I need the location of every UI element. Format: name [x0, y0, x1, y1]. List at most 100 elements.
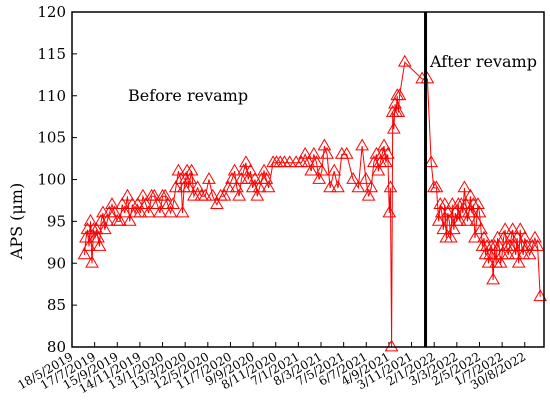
- y-tick-label: 80: [47, 338, 66, 356]
- y-tick-label: 95: [47, 212, 66, 230]
- aps-data-point: [298, 146, 313, 159]
- aps-data-point: [107, 205, 122, 218]
- aps-data-point: [158, 188, 173, 201]
- aps-data-point: [113, 213, 127, 226]
- aps-data-point: [431, 213, 446, 226]
- y-tick-label: 115: [37, 45, 66, 63]
- y-tick-label: 90: [47, 254, 66, 272]
- aps-data-point: [120, 188, 135, 201]
- aps-data-point: [92, 238, 107, 251]
- aps-data-point: [304, 163, 319, 176]
- aps-data-point: [472, 205, 487, 218]
- aps-data-point: [77, 247, 92, 260]
- aps-data-point: [309, 155, 324, 168]
- aps-data-point: [493, 255, 508, 268]
- aps-data-point: [245, 180, 260, 193]
- aps-data-point: [498, 222, 513, 235]
- aps-data-point: [468, 230, 482, 243]
- y-tick-label: 100: [37, 171, 66, 189]
- aps-data-point: [236, 163, 251, 176]
- aps-data-point: [241, 171, 256, 184]
- aps-data-point: [301, 155, 316, 168]
- annotation-before-revamp: Before revamp: [128, 86, 248, 105]
- aps-data-point: [392, 88, 407, 101]
- aps-data-point: [331, 180, 345, 193]
- aps-data-point: [190, 180, 205, 193]
- aps-data-point: [477, 230, 491, 243]
- aps-data-point: [257, 163, 271, 176]
- aps-data-point: [150, 197, 165, 210]
- aps-data-point: [243, 163, 258, 176]
- aps-data-point: [320, 146, 334, 159]
- aps-data-point: [166, 197, 180, 210]
- x-axis-ticks: 18/5/201917/7/201915/9/201914/11/201913/…: [15, 342, 528, 396]
- aps-data-point: [153, 205, 167, 218]
- aps-data-point: [230, 180, 244, 193]
- aps-data-point: [371, 163, 386, 176]
- aps-data-point: [522, 247, 537, 260]
- aps-data-point: [83, 213, 98, 226]
- aps-data-point: [465, 205, 479, 218]
- aps-data-point: [492, 238, 506, 251]
- aps-data-point: [105, 197, 119, 210]
- aps-data-point: [234, 171, 249, 184]
- aps-series-line: [84, 61, 541, 348]
- aps-data-point: [79, 230, 93, 243]
- aps-data-point: [115, 197, 130, 210]
- aps-data-point: [474, 222, 488, 235]
- aps-data-point: [505, 222, 520, 235]
- aps-data-point: [443, 230, 458, 243]
- aps-data-point: [82, 238, 96, 251]
- aps-data-point: [225, 171, 239, 184]
- aps-data-point: [250, 188, 265, 201]
- aps-data-point: [184, 163, 199, 176]
- aps-data-point: [442, 213, 457, 226]
- y-tick-label: 105: [37, 129, 66, 147]
- aps-data-point: [323, 180, 337, 193]
- aps-data-point: [457, 180, 472, 193]
- aps-data-point: [205, 188, 220, 201]
- aps-data-point: [130, 197, 145, 210]
- aps-data-point: [510, 230, 525, 243]
- y-axis-ticks: 80 85 90 95 100 105 110 115 120: [37, 3, 77, 356]
- y-tick-label: 110: [37, 87, 66, 105]
- aps-data-point: [463, 188, 478, 201]
- aps-data-point: [239, 155, 253, 168]
- aps-data-point: [364, 180, 379, 193]
- plot-frame: [71, 11, 545, 348]
- aps-data-point: [141, 205, 156, 218]
- aps-data-point: [397, 54, 412, 67]
- aps-data-point: [327, 163, 342, 176]
- aps-data-point: [429, 180, 444, 193]
- aps-data-point: [117, 205, 132, 218]
- aps-data-point: [221, 180, 236, 193]
- aps-data-point: [496, 230, 511, 243]
- aps-data-point: [386, 121, 401, 134]
- aps-data-point: [133, 205, 148, 218]
- y-axis-label: APS (μm): [7, 183, 26, 260]
- aps-data-point: [530, 238, 545, 251]
- aps-data-point: [511, 255, 526, 268]
- aps-data-point: [97, 222, 112, 235]
- aps-data-point: [513, 222, 528, 235]
- aps-data-point: [210, 197, 224, 210]
- aps-data-point: [317, 138, 332, 151]
- aps-data-point: [168, 180, 183, 193]
- y-tick-label: 120: [37, 3, 66, 21]
- aps-data-point: [469, 213, 484, 226]
- aps-data-point: [339, 146, 354, 159]
- aps-data-point: [163, 205, 178, 218]
- aps-data-point: [391, 104, 406, 117]
- aps-data-point: [437, 197, 452, 210]
- plot-area: [77, 54, 548, 352]
- aps-data-point: [259, 171, 274, 184]
- aps-data-point: [100, 213, 114, 226]
- aps-data-point: [312, 171, 326, 184]
- aps-data-point: [383, 180, 398, 193]
- aps-data-point: [533, 289, 548, 302]
- aps-data-point: [122, 213, 137, 226]
- y-tick-label: 85: [47, 296, 66, 314]
- aps-data-point: [481, 255, 496, 268]
- aps-data-point: [217, 188, 232, 201]
